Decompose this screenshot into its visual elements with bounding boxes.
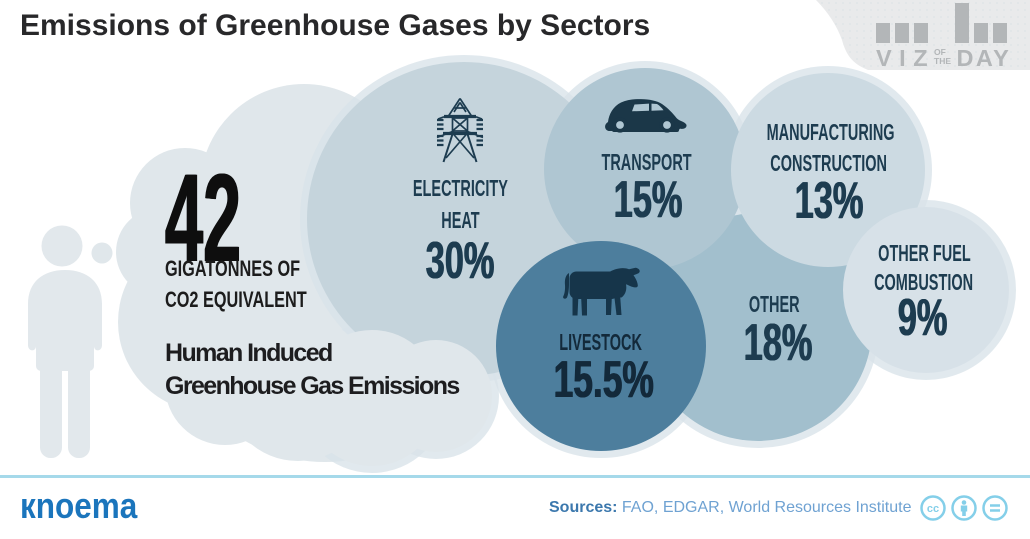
svg-text:cc: cc	[927, 503, 939, 515]
